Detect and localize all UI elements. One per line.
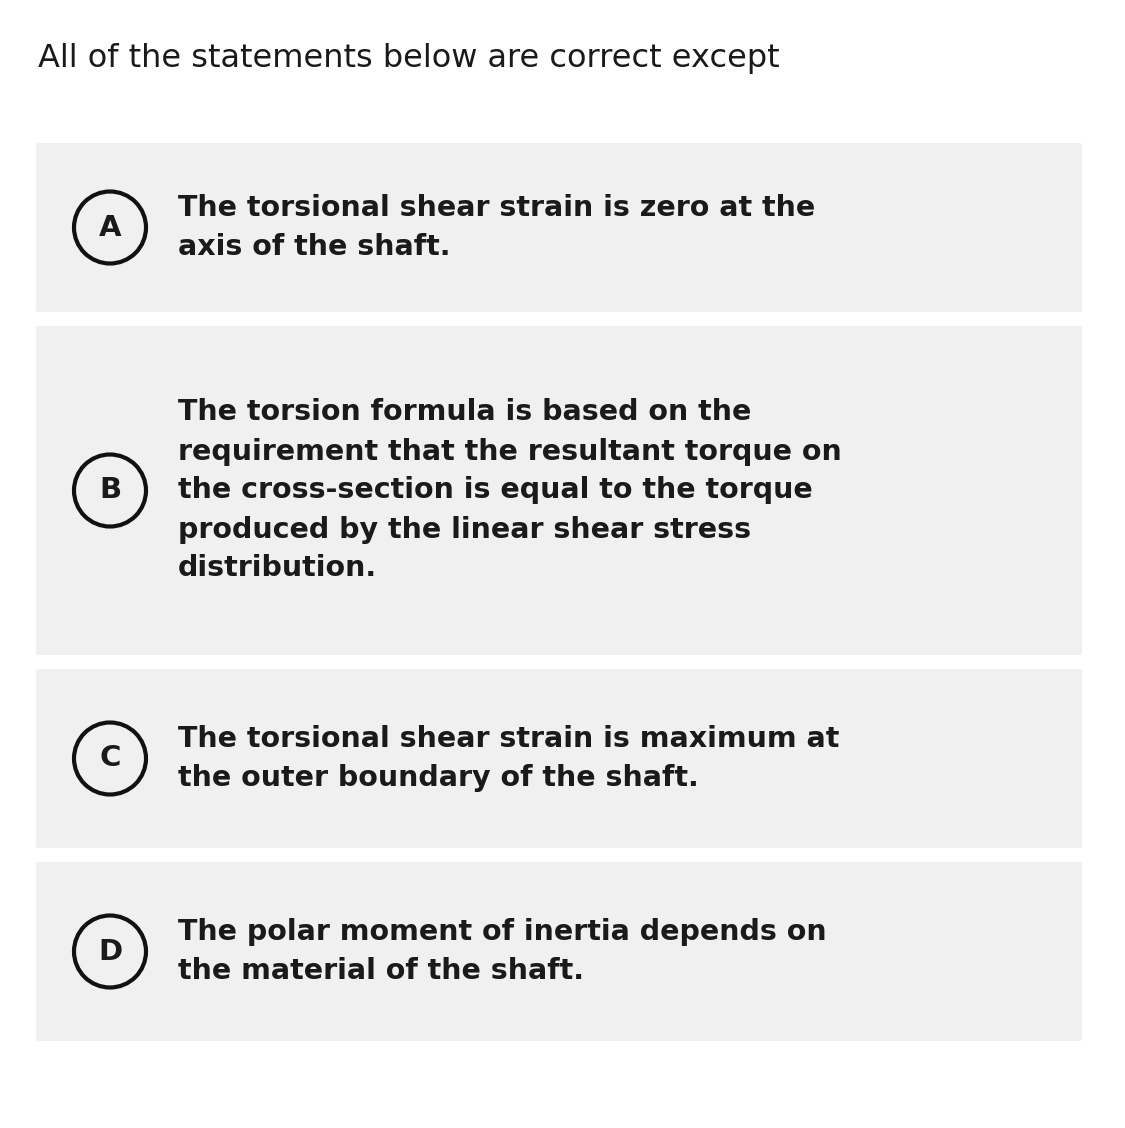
Text: The torsional shear strain is zero at the
axis of the shaft.: The torsional shear strain is zero at th… <box>178 194 816 261</box>
Text: The polar moment of inertia depends on
the material of the shaft.: The polar moment of inertia depends on t… <box>178 918 827 985</box>
Circle shape <box>74 916 146 987</box>
FancyBboxPatch shape <box>36 326 1082 655</box>
Text: The torsion formula is based on the
requirement that the resultant torque on
the: The torsion formula is based on the requ… <box>178 398 842 582</box>
FancyBboxPatch shape <box>36 143 1082 312</box>
Circle shape <box>74 723 146 794</box>
Text: All of the statements below are correct except: All of the statements below are correct … <box>38 43 780 74</box>
Text: C: C <box>99 744 120 773</box>
FancyBboxPatch shape <box>36 862 1082 1041</box>
Text: B: B <box>99 476 122 504</box>
Text: D: D <box>98 937 122 966</box>
Circle shape <box>74 455 146 527</box>
Text: A: A <box>99 213 122 241</box>
Circle shape <box>74 192 146 264</box>
Text: The torsional shear strain is maximum at
the outer boundary of the shaft.: The torsional shear strain is maximum at… <box>178 725 839 792</box>
FancyBboxPatch shape <box>36 669 1082 848</box>
